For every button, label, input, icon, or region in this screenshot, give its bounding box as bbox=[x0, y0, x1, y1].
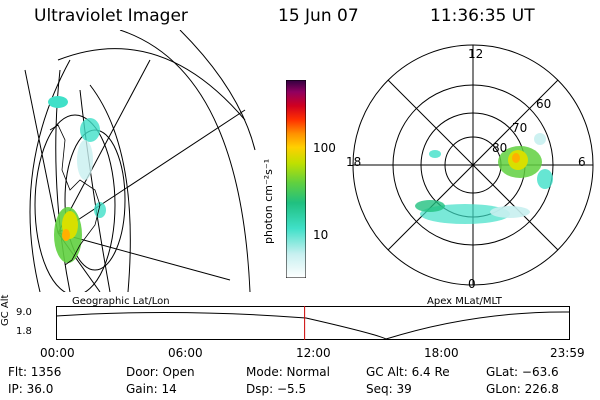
mlat-label-80: 80 bbox=[492, 141, 508, 155]
status-door: Door: Open bbox=[126, 365, 195, 379]
mlt-label-0: 0 bbox=[468, 277, 476, 291]
altitude-curve bbox=[56, 311, 570, 340]
date-label: 15 Jun 07 bbox=[278, 6, 359, 26]
polar-plot bbox=[352, 44, 594, 286]
status-glon: GLon: 226.8 bbox=[486, 382, 559, 396]
time-tick-2359: 23:59 bbox=[550, 346, 585, 360]
aurora-emission bbox=[48, 96, 106, 263]
status-dsp: Dsp: −5.5 bbox=[246, 382, 307, 396]
colorbar bbox=[285, 79, 310, 279]
status-mode: Mode: Normal bbox=[246, 365, 330, 379]
status-ip: IP: 36.0 bbox=[8, 382, 54, 396]
mlt-label-6: 6 bbox=[578, 155, 586, 169]
auroral-oval bbox=[415, 133, 553, 224]
time-label: 11:36:35 UT bbox=[430, 6, 535, 26]
coastline bbox=[49, 124, 101, 266]
right-panel-caption: Apex MLat/MLT bbox=[427, 296, 502, 307]
altitude-plot bbox=[56, 306, 570, 340]
geographic-map bbox=[24, 30, 256, 292]
colorbar-tick-100: 100 bbox=[313, 141, 336, 155]
alt-tick-1.8: 1.8 bbox=[16, 326, 32, 337]
colorbar-tick-10: 10 bbox=[313, 228, 329, 242]
gc-alt-axis-label: GC Alt bbox=[0, 294, 11, 326]
mlat-label-60: 60 bbox=[536, 97, 552, 111]
colorbar-unit-label: photon cm⁻²s⁻¹ bbox=[262, 158, 275, 244]
mlt-label-12: 12 bbox=[468, 47, 484, 61]
mlat-label-70: 70 bbox=[512, 121, 528, 135]
status-flt: Flt: 1356 bbox=[8, 365, 62, 379]
time-tick-1800: 18:00 bbox=[424, 346, 459, 360]
status-seq: Seq: 39 bbox=[366, 382, 412, 396]
status-gain: Gain: 14 bbox=[126, 382, 177, 396]
time-tick-1200: 12:00 bbox=[296, 346, 331, 360]
instrument-title: Ultraviolet Imager bbox=[34, 6, 188, 26]
time-tick-0600: 06:00 bbox=[168, 346, 203, 360]
mlt-label-18: 18 bbox=[346, 155, 362, 169]
left-panel-caption: Geographic Lat/Lon bbox=[72, 296, 170, 307]
alt-tick-9: 9.0 bbox=[16, 307, 32, 318]
time-tick-0000: 00:00 bbox=[40, 346, 75, 360]
status-gc-alt: GC Alt: 6.4 Re bbox=[366, 365, 450, 379]
status-glat: GLat: −63.6 bbox=[486, 365, 559, 379]
